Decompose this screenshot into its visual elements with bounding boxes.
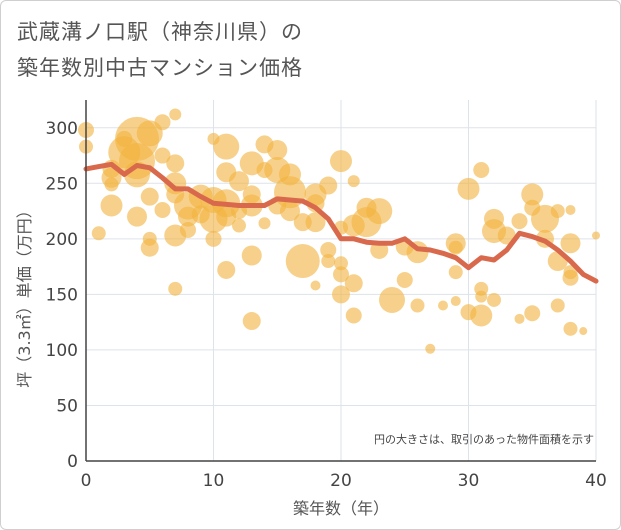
bubble-point — [565, 204, 576, 215]
average-price-line — [83, 161, 599, 284]
bubble-point — [166, 154, 185, 173]
chart-title-line1: 武蔵溝ノ口駅（神奈川県）の — [17, 20, 303, 44]
bubble-point — [280, 201, 300, 222]
bubble-point — [332, 285, 350, 304]
y-tick-label: 200 — [46, 230, 78, 250]
bubble-point — [470, 304, 493, 327]
bubble-point — [232, 218, 246, 233]
x-tick-label: 40 — [585, 471, 607, 491]
bubble-point — [563, 321, 578, 336]
bubble-point — [344, 274, 363, 293]
bubble-point — [169, 108, 182, 121]
bubble-point — [450, 296, 461, 307]
bubble-point — [154, 201, 171, 218]
bubble-point — [521, 183, 544, 206]
bubble-point — [562, 269, 579, 286]
bubble-point — [448, 265, 463, 280]
y-tick-label: 250 — [46, 174, 78, 194]
bubble-point — [91, 226, 106, 241]
bubble-point — [487, 292, 501, 307]
bubble-point — [258, 217, 271, 230]
bubble-point — [438, 300, 448, 311]
bubble-point — [180, 221, 196, 238]
bubble-point — [242, 312, 261, 331]
bubble-point — [334, 256, 348, 271]
bubble-point — [579, 327, 588, 336]
bubble-point — [205, 230, 222, 247]
bubble-point — [347, 175, 360, 188]
bubble-point — [379, 286, 405, 313]
bubble-point — [168, 281, 183, 296]
bubble-point — [497, 226, 516, 245]
bubble-point — [550, 204, 565, 219]
bubble-point — [457, 177, 480, 200]
bubble-point — [321, 254, 336, 269]
bubble-point — [241, 245, 262, 266]
bubble-point — [330, 150, 352, 173]
y-tick-label: 50 — [56, 396, 78, 416]
bubble-point — [285, 244, 320, 279]
bubble-point — [104, 177, 119, 192]
x-axis-label: 築年数（年） — [293, 499, 389, 518]
bubble-point — [550, 298, 565, 313]
trend-line-layer — [83, 161, 599, 284]
y-tick-label: 150 — [46, 285, 78, 305]
bubble-point — [217, 260, 236, 279]
bubble-point — [140, 187, 159, 206]
bubble-point — [310, 280, 321, 291]
y-tick-label: 100 — [46, 341, 78, 361]
tick-labels: 0 50 100 150 200 250 300 0 10 20 30 40 — [46, 119, 607, 491]
chart-title-line2: 築年数別中古マンション価格 — [17, 56, 303, 80]
bubble-point — [319, 176, 338, 195]
axes — [85, 100, 596, 462]
bubble-point — [396, 271, 413, 288]
bubble-point — [410, 298, 425, 313]
bubble-point — [448, 240, 463, 255]
bubble-size-note: 円の大きさは、取引のあった物件面積を示す — [374, 432, 594, 446]
bubble-point — [511, 213, 528, 230]
bubble-point — [345, 307, 362, 324]
y-axis-label: 坪（3.3㎡）単価（万円） — [15, 202, 34, 387]
bubble-point — [333, 266, 349, 283]
bubble-point — [305, 212, 326, 233]
bubble-point — [320, 241, 337, 258]
y-tick-label: 300 — [46, 119, 78, 139]
x-tick-label: 20 — [330, 471, 352, 491]
bubble-layer — [78, 108, 600, 354]
bubble-point — [514, 313, 525, 324]
bubble-point — [592, 231, 600, 240]
bubble-point — [366, 198, 393, 225]
bubble-point — [473, 161, 490, 178]
bubble-point — [475, 290, 488, 303]
bubble-point — [425, 343, 436, 354]
x-tick-label: 30 — [458, 471, 480, 491]
bubble-point — [229, 171, 249, 192]
bubble-point — [213, 133, 240, 160]
bubble-point — [154, 147, 171, 164]
chart-title: 武蔵溝ノ口駅（神奈川県）の 築年数別中古マンション価格 — [17, 14, 303, 86]
bubble-point — [154, 114, 171, 131]
bubble-point — [560, 233, 581, 254]
bubble-point — [140, 238, 159, 257]
bubble-point — [524, 305, 541, 322]
x-tick-label: 0 — [81, 471, 92, 491]
bubble-point — [100, 194, 123, 217]
bubble-point — [267, 139, 288, 160]
x-tick-label: 10 — [203, 471, 225, 491]
y-tick-label: 0 — [67, 452, 78, 472]
bubble-point — [127, 206, 147, 227]
